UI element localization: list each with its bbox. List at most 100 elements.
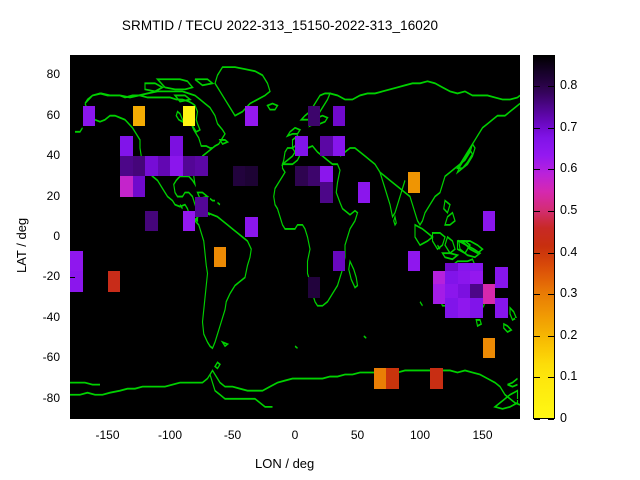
x-tick-label: 0 (291, 428, 299, 442)
x-tick-label: 150 (472, 428, 493, 442)
data-cell (120, 156, 133, 177)
y-tick-mark (515, 358, 520, 360)
colorbar-tick-label: 0.8 (560, 78, 578, 93)
data-cell (332, 135, 345, 157)
colorbar-tick-mark (534, 252, 540, 254)
data-cell (182, 156, 195, 177)
colorbar[interactable] (533, 55, 555, 419)
y-tick-mark (70, 237, 75, 238)
data-cell (120, 176, 133, 197)
data-cell (445, 297, 458, 318)
y-tick-mark (70, 398, 75, 400)
colorbar-tick-mark (548, 252, 554, 254)
x-tick-mark (107, 414, 109, 419)
y-tick-label: 0 (53, 229, 60, 243)
colorbar-tick-mark (534, 294, 540, 296)
colorbar-tick-label: 0.1 (560, 369, 578, 384)
data-cell (430, 368, 443, 389)
x-tick-label: 50 (350, 428, 365, 442)
y-tick-mark (70, 317, 75, 319)
data-cell (407, 251, 420, 272)
y-tick-label: 40 (46, 148, 60, 163)
data-cell (307, 277, 320, 298)
y-tick-mark (70, 115, 75, 117)
y-tick-mark (70, 75, 75, 77)
colorbar-tick-label: 0.5 (560, 203, 578, 217)
colorbar-tick-label: 0.4 (560, 244, 578, 259)
x-tick-mark (420, 55, 421, 60)
x-tick-mark (295, 414, 296, 419)
x-tick-mark (170, 414, 171, 419)
colorbar-tick-mark (548, 86, 554, 88)
data-cell (145, 156, 158, 177)
colorbar-tick-mark (534, 169, 540, 171)
x-tick-label: -50 (223, 428, 242, 442)
data-cell (295, 135, 308, 157)
y-tick-mark (515, 237, 520, 238)
y-tick-mark (515, 317, 520, 319)
data-cell (320, 166, 333, 187)
y-axis-label: LAT / deg (14, 217, 29, 273)
y-tick-mark (515, 277, 520, 279)
data-cell (245, 105, 258, 126)
colorbar-tick-mark (548, 211, 554, 212)
x-tick-mark (482, 55, 484, 60)
x-tick-mark (295, 55, 296, 60)
y-tick-label: 60 (46, 107, 60, 122)
y-tick-label: -60 (42, 350, 60, 365)
data-cell (82, 105, 95, 126)
y-tick-label: -80 (42, 390, 60, 405)
x-tick-mark (232, 55, 234, 60)
data-cell (307, 166, 320, 187)
colorbar-tick-mark (548, 294, 554, 296)
map-plot-area[interactable] (70, 55, 520, 419)
y-tick-mark (70, 196, 75, 198)
y-tick-label: 80 (46, 67, 60, 82)
data-cell (245, 166, 258, 187)
colorbar-gradient (534, 56, 554, 418)
colorbar-tick-mark (534, 377, 540, 379)
data-cell (457, 297, 470, 318)
data-cell (145, 210, 158, 231)
data-cell (157, 156, 170, 177)
colorbar-tick-label: 0 (560, 411, 567, 425)
data-cell (245, 216, 258, 237)
data-cell (213, 247, 227, 268)
x-axis-label: LON / deg (255, 456, 315, 471)
data-cell (407, 172, 420, 193)
x-tick-mark (357, 55, 359, 60)
y-tick-mark (515, 398, 520, 400)
x-tick-mark (482, 414, 484, 419)
data-cell (170, 135, 183, 157)
y-tick-mark (515, 196, 520, 198)
y-tick-label: -20 (42, 269, 60, 284)
colorbar-tick-mark (534, 86, 540, 88)
data-cell (357, 182, 370, 203)
x-tick-mark (420, 414, 421, 419)
y-tick-mark (70, 277, 75, 279)
data-cell (495, 297, 508, 318)
colorbar-tick-mark (548, 419, 554, 420)
data-cell-layer (70, 55, 520, 419)
data-cell (482, 210, 495, 231)
data-cell (132, 105, 145, 126)
y-tick-mark (70, 358, 75, 360)
data-cell (482, 283, 495, 304)
data-cell (373, 368, 387, 389)
colorbar-tick-mark (548, 127, 554, 129)
x-tick-label: -100 (157, 428, 183, 442)
data-cell (432, 283, 445, 304)
x-tick-mark (232, 414, 234, 419)
data-cell (132, 156, 145, 177)
y-tick-mark (70, 156, 75, 158)
x-tick-mark (357, 414, 359, 419)
colorbar-tick-mark (534, 211, 540, 212)
data-cell (332, 251, 345, 272)
data-cell (307, 105, 320, 126)
data-cell (182, 105, 195, 126)
data-cell (170, 156, 183, 177)
data-cell (132, 176, 145, 197)
colorbar-tick-label: 0.6 (560, 161, 578, 176)
colorbar-tick-mark (548, 335, 554, 337)
